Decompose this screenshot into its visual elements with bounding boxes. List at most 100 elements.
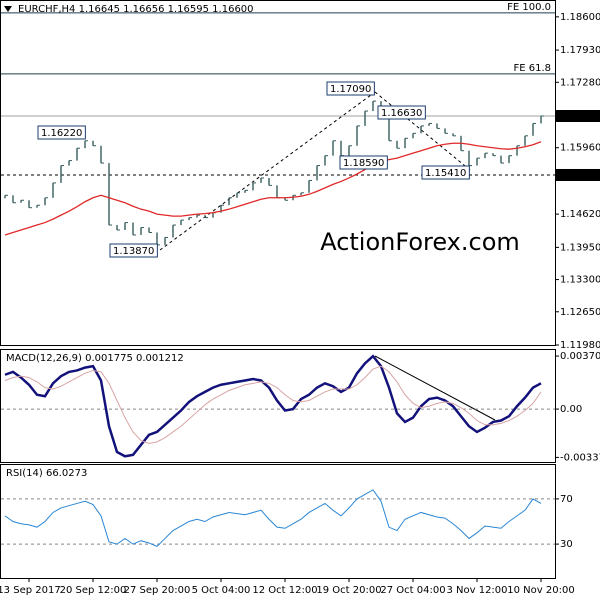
y-tick-label: 1.18600	[560, 12, 600, 23]
price-bar	[412, 132, 416, 139]
price-bar	[468, 150, 472, 167]
price-bar	[364, 110, 368, 126]
y-tick-label: 1.15960	[560, 143, 600, 154]
price-bar	[276, 185, 280, 199]
annotation-box	[421, 165, 470, 180]
price-bar	[236, 192, 240, 198]
y-tick-label: 1.13300	[560, 275, 600, 286]
price-bar	[212, 212, 216, 218]
annotation: 1.18590	[343, 158, 384, 169]
price-bar	[76, 147, 80, 161]
price-bar	[324, 155, 328, 166]
macd-panel	[0, 349, 556, 463]
price-bar	[252, 182, 256, 191]
price-bar	[404, 137, 408, 149]
price-bar	[476, 157, 480, 166]
price-bar	[100, 145, 104, 164]
x-tick-label: 10 Nov 20:00	[507, 585, 574, 596]
price-bar	[268, 177, 272, 186]
price-bar	[132, 222, 136, 236]
panel-title: EURCHF,H4 1.16645 1.16656 1.16595 1.1660…	[18, 4, 254, 15]
macd-trend-line	[374, 355, 496, 421]
price-bar	[348, 145, 352, 156]
price-bar	[188, 217, 192, 221]
annotation-box	[326, 81, 375, 96]
price-bar	[316, 165, 320, 181]
annotation-box	[339, 155, 388, 170]
price-bar	[396, 140, 400, 149]
x-tick-label: 3 Nov 12:00	[446, 585, 507, 596]
annotation: 1.15410	[425, 168, 466, 179]
trend-line	[374, 91, 471, 171]
price-bar	[164, 236, 168, 245]
price-bar	[308, 179, 312, 193]
y-tick-label: 30	[560, 539, 573, 550]
x-tick-label: 27 Sep 20:00	[124, 585, 191, 596]
x-tick-label: 13 Sep 2017	[0, 585, 61, 596]
price-bar	[420, 125, 424, 134]
price-bar	[244, 189, 248, 193]
y-tick-label: 1.14620	[560, 209, 600, 220]
price-bar	[20, 199, 24, 203]
price-bar	[500, 155, 504, 164]
price-bar	[388, 115, 392, 142]
annotation: 1.16220	[41, 128, 82, 139]
price-bar	[36, 204, 40, 208]
price-bar	[84, 140, 88, 149]
price-panel	[0, 0, 556, 346]
price-bar	[228, 197, 232, 206]
annotation: 1.16630	[381, 108, 422, 119]
y-tick-label: -0.003379	[560, 452, 600, 463]
series-line	[4, 141, 542, 236]
y-tick-label: 0.00	[560, 404, 582, 415]
series-line	[4, 365, 542, 444]
price-bar	[540, 115, 544, 124]
price-bar	[436, 123, 440, 129]
price-label-bg	[556, 168, 600, 181]
annotation: 1.17090	[330, 84, 371, 95]
price-bar	[68, 160, 72, 166]
price-bar	[172, 224, 176, 238]
price-bar	[180, 219, 184, 226]
annotation: 1.13870	[113, 246, 154, 257]
price-bar	[524, 135, 528, 146]
price-bar	[372, 100, 376, 112]
price-bar	[428, 122, 432, 126]
y-tick-label: 70	[560, 494, 573, 505]
y-tick-label: 1.13950	[560, 242, 600, 253]
price-bar	[52, 182, 56, 198]
annotation-box	[377, 105, 426, 120]
y-tick-label: 1.12650	[560, 307, 600, 318]
y-tick-label: 1.11980	[560, 340, 600, 351]
price-bar	[116, 225, 120, 231]
y-tick-label: 1.16600	[560, 111, 600, 122]
annotation-box	[109, 243, 158, 258]
price-bar	[356, 125, 360, 146]
price-bar	[204, 215, 208, 219]
price-bar	[340, 140, 344, 157]
price-bar	[444, 128, 448, 134]
x-tick-label: 19 Oct 20:00	[316, 585, 381, 596]
price-bar	[532, 122, 536, 136]
watermark: ActionForex.com	[320, 228, 520, 256]
price-bar	[452, 133, 456, 137]
y-tick-label: 0.003705	[560, 351, 600, 362]
price-bar	[484, 152, 488, 159]
price-label-bg	[556, 109, 600, 122]
trend-line	[159, 91, 376, 251]
price-bar	[508, 155, 512, 164]
price-bar	[28, 200, 32, 209]
rsi-panel	[0, 464, 556, 579]
series-line	[4, 489, 542, 547]
level-label: FE 100.0	[507, 2, 551, 13]
y-tick-label: 1.15410	[560, 170, 600, 181]
price-bar	[12, 195, 16, 204]
price-bar	[92, 140, 96, 147]
price-bar	[60, 165, 64, 183]
price-bar	[140, 227, 144, 235]
price-bar	[108, 163, 112, 226]
price-bar	[124, 222, 128, 231]
price-bar	[260, 177, 264, 183]
level-label: FE 61.8	[513, 63, 551, 74]
price-bar	[44, 197, 48, 206]
